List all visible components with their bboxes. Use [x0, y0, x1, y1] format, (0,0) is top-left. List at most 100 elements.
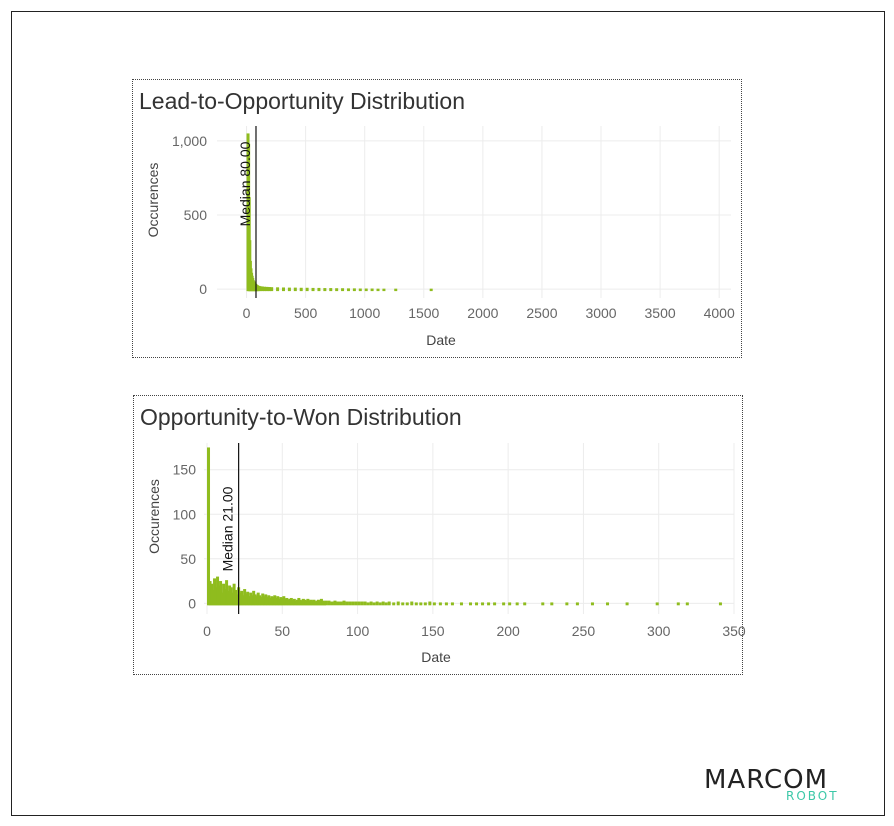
histogram-bar: [508, 602, 512, 606]
histogram-bar: [606, 602, 610, 606]
x-tick-label: 1000: [349, 305, 380, 321]
histogram-bar: [392, 602, 396, 606]
x-tick-label: 0: [243, 305, 251, 321]
y-axis-title: Occurences: [146, 479, 162, 554]
y-tick-label: 150: [173, 462, 197, 478]
lead-to-opportunity-histogram: Median 80.00 0 500 1000 1500 2000 2500 3000 3500…: [145, 126, 735, 348]
opportunity-to-won-chart-panel: Opportunity-to-Won Distribution Median 2…: [133, 395, 746, 675]
histogram-bar: [469, 602, 472, 606]
histogram-bar: [249, 592, 253, 606]
histogram-bar: [312, 599, 316, 606]
histogram-bar: [381, 601, 385, 606]
histogram-bar: [333, 600, 337, 606]
histogram-bar: [429, 288, 433, 292]
histogram-bar: [253, 594, 257, 606]
histogram-bar: [364, 288, 368, 292]
bars: [246, 133, 433, 292]
histogram-bar: [282, 596, 286, 606]
histogram-bar: [232, 583, 236, 606]
histogram-bar: [352, 288, 356, 292]
histogram-bar: [515, 602, 519, 606]
histogram-bar: [387, 601, 391, 606]
histogram-bar: [575, 602, 579, 606]
histogram-bar: [329, 288, 333, 292]
histogram-bar: [348, 601, 352, 606]
histogram-bar: [265, 286, 269, 292]
histogram-bar: [372, 602, 376, 606]
histogram-bar: [363, 601, 367, 606]
histogram-bar: [655, 602, 659, 606]
histogram-bar: [341, 288, 345, 292]
histogram-bar: [444, 602, 448, 606]
histogram-bar: [243, 589, 247, 606]
chart-title: Lead-to-Opportunity Distribution: [139, 88, 465, 114]
y-tick-label: 1,000: [172, 133, 207, 149]
histogram-bar: [369, 601, 373, 606]
histogram-bar: [276, 596, 280, 606]
median-label: Median 80.00: [237, 141, 253, 226]
histogram-bar: [234, 589, 238, 606]
histogram-bar: [324, 600, 328, 606]
histogram-bar: [276, 287, 280, 292]
gridlines: [217, 126, 731, 298]
histogram-bar: [267, 595, 271, 606]
histogram-bar: [450, 602, 454, 606]
histogram-bar: [357, 601, 361, 606]
histogram-bar: [523, 602, 527, 606]
histogram-bar: [260, 286, 264, 292]
histogram-bar: [414, 602, 418, 606]
y-tick-label: 0: [188, 595, 196, 611]
histogram-bar: [298, 599, 302, 606]
histogram-bar: [370, 288, 374, 292]
histogram-bar: [295, 599, 299, 606]
histogram-bar: [258, 595, 262, 606]
histogram-bar: [213, 578, 217, 606]
x-tick-label: 3500: [645, 305, 676, 321]
y-tick-label: 50: [180, 551, 196, 567]
y-tick-label: 0: [199, 281, 207, 297]
histogram-bar: [311, 287, 315, 292]
histogram-bar: [502, 602, 506, 606]
histogram-bar: [292, 598, 296, 606]
x-tick-label: 100: [346, 623, 370, 639]
histogram-bar: [280, 597, 284, 606]
x-tick-label: 150: [421, 623, 445, 639]
histogram-bar: [294, 600, 298, 606]
x-tick-label: 3000: [585, 305, 616, 321]
histogram-bar: [315, 600, 319, 606]
histogram-bar: [259, 597, 263, 606]
histogram-bar: [305, 287, 309, 292]
histogram-bar: [235, 594, 239, 606]
histogram-bar: [246, 591, 250, 606]
histogram-bar: [261, 593, 265, 606]
histogram-bar: [291, 599, 295, 606]
x-axis-title: Date: [421, 649, 451, 665]
histogram-bar: [216, 576, 220, 606]
histogram-bar: [330, 601, 334, 606]
histogram-bar: [210, 583, 214, 606]
histogram-bar: [378, 602, 382, 606]
histogram-bar: [317, 287, 321, 292]
histogram-bar: [541, 602, 545, 606]
median-label: Median 21.00: [220, 486, 236, 571]
histogram-bar: [345, 601, 349, 606]
histogram-bar: [231, 592, 235, 606]
histogram-bar: [565, 602, 569, 606]
x-tick-label: 0: [203, 623, 211, 639]
histogram-bar: [250, 595, 254, 606]
histogram-bar: [590, 602, 594, 606]
histogram-bar: [247, 596, 251, 606]
histogram-bar: [277, 598, 281, 606]
y-tick-label: 500: [184, 207, 208, 223]
histogram-bar: [410, 601, 414, 606]
histogram-bar: [219, 581, 223, 606]
histogram-bar: [307, 600, 311, 606]
histogram-bar: [241, 595, 245, 606]
histogram-bar: [313, 601, 317, 606]
marcom-robot-logo: MARCOM ROBOT: [704, 765, 854, 805]
histogram-bar: [493, 602, 497, 606]
opportunity-to-won-histogram: Median 21.00 0 50 100 150 200 250 300 350 0 50 100 1…: [146, 443, 746, 665]
histogram-bar: [304, 600, 308, 606]
x-tick-label: 50: [275, 623, 291, 639]
histogram-bar: [228, 585, 232, 606]
